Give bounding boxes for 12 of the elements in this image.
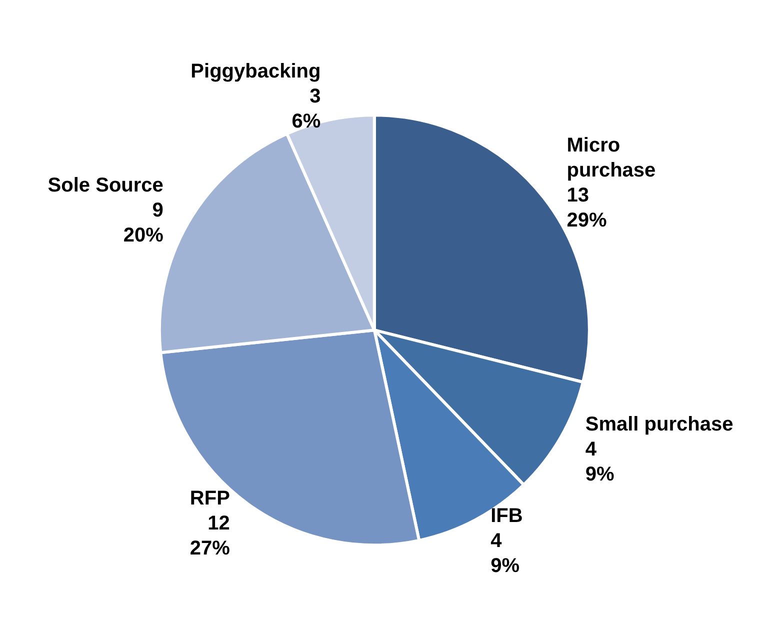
data-label: 12 27% [190, 512, 230, 560]
slice-label: RFP [190, 487, 230, 510]
slice-label: IFB [490, 505, 523, 528]
data-label: 4 9% [490, 530, 520, 578]
slice-label: Micro purchase [566, 134, 656, 182]
slice-label: Small purchase [585, 414, 734, 436]
slice-label: Sole Source [48, 174, 164, 197]
data-label: 9 20% [123, 200, 164, 247]
slice-label: Piggybacking [190, 60, 321, 82]
data-label: 4 9% [585, 438, 615, 486]
data-label: 3 6% [292, 85, 321, 132]
data-label: 13 29% [566, 184, 607, 232]
